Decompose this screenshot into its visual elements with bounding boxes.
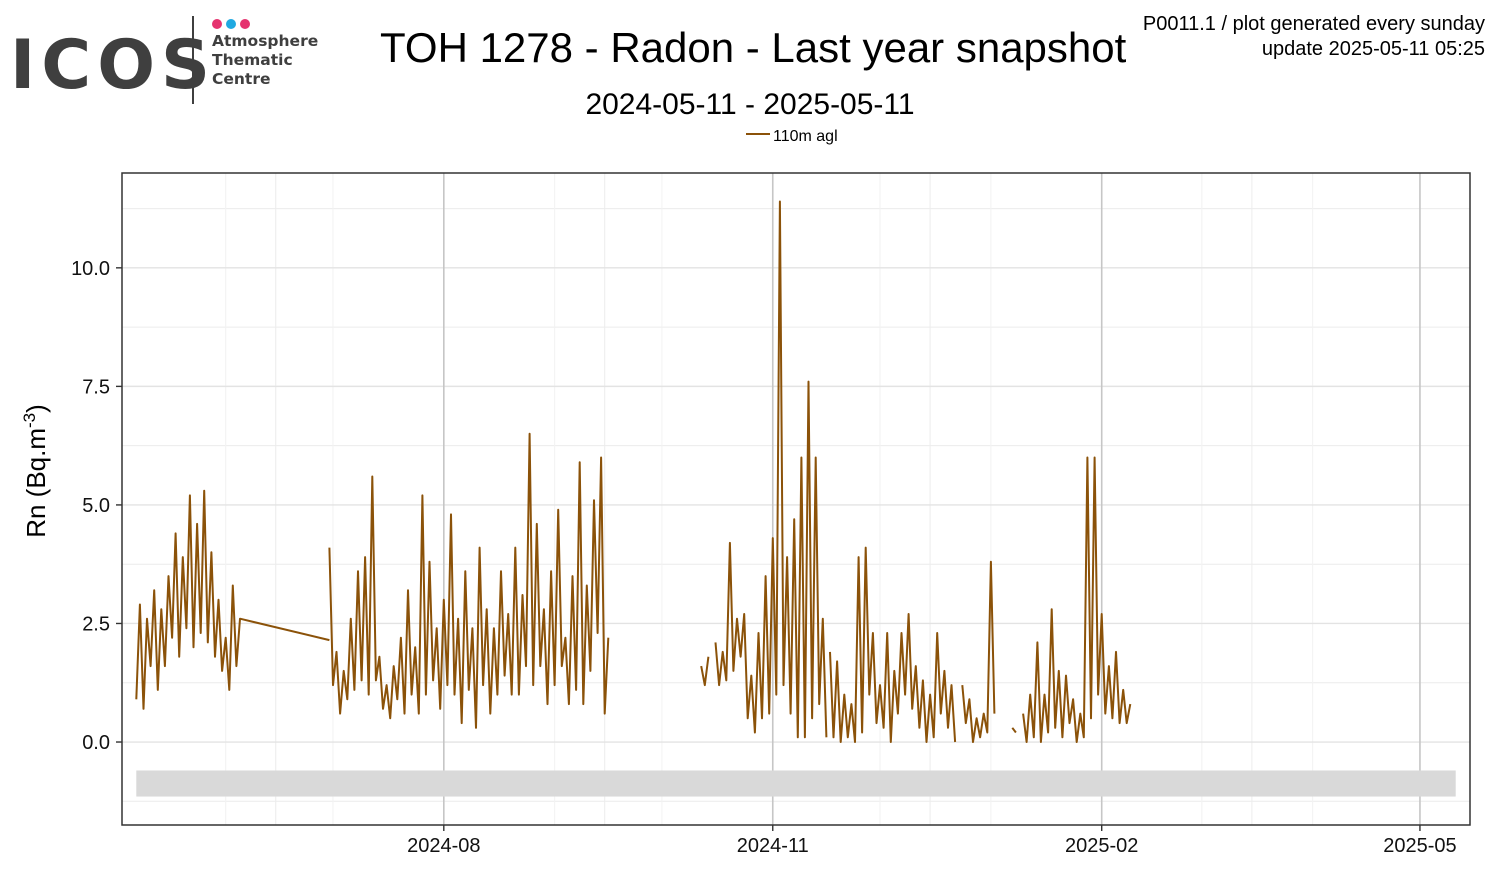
logo-dot	[212, 19, 222, 29]
y-tick-label: 2.5	[82, 613, 110, 635]
y-axis: 0.0 2.5 5.0 7.5 10.0	[71, 258, 122, 754]
series-line	[135, 489, 330, 710]
y-axis-title-main: Rn (Bq.m	[21, 428, 51, 538]
series-group	[135, 200, 1132, 743]
plot-frame	[121, 172, 1471, 826]
y-tick-label: 10.0	[71, 258, 110, 280]
y-tick-label: 0.0	[82, 732, 110, 754]
flag-band	[136, 770, 1456, 797]
logo-dot	[226, 19, 236, 29]
update-timestamp: update 2025-05-11 05:25	[1261, 38, 1485, 60]
y-tick-label: 5.0	[82, 495, 110, 517]
y-axis-title-close: )	[21, 404, 51, 413]
logo-divider	[192, 16, 194, 104]
series-line	[961, 560, 996, 743]
legend-label: 110m agl	[773, 128, 838, 145]
x-tick-label: 2024-08	[407, 835, 480, 857]
logo-line: Atmosphere	[212, 32, 319, 50]
legend: 110m agl	[746, 128, 838, 145]
x-tick-label: 2025-05	[1383, 835, 1456, 857]
logo-dots-icon	[212, 16, 254, 29]
logo-line: Centre	[212, 70, 271, 88]
series-line	[1011, 727, 1017, 734]
logo-line: Thematic	[212, 51, 293, 69]
y-tick-label: 7.5	[82, 376, 110, 398]
plot-generation-note: P0011.1 / plot generated every sunday	[1142, 13, 1485, 35]
series-line	[328, 432, 610, 729]
logo-wordmark: ICOS	[10, 26, 216, 105]
x-axis: 2024-08 2024-11 2025-02 2025-05	[407, 825, 1457, 857]
grid-major	[122, 173, 1470, 825]
grid-minor	[122, 173, 1470, 825]
x-tick-label: 2024-11	[737, 835, 809, 857]
x-tick-label: 2025-02	[1065, 835, 1138, 857]
series-line	[1022, 456, 1132, 743]
icos-logo: ICOS Atmosphere Thematic Centre	[10, 14, 330, 106]
page-title: TOH 1278 - Radon - Last year snapshot	[380, 24, 1127, 71]
series-line	[700, 656, 710, 687]
plot-meta: P0011.1 / plot generated every sunday up…	[1143, 12, 1485, 62]
series-line	[714, 200, 828, 739]
logo-subtitle: Atmosphere Thematic Centre	[212, 32, 318, 89]
logo-dot	[240, 19, 250, 29]
y-axis-title-exponent: -3	[20, 413, 39, 428]
y-axis-title: Rn (Bq.m-3)	[20, 404, 51, 538]
series-line	[829, 546, 957, 743]
date-range-subtitle: 2024-05-11 - 2025-05-11	[585, 88, 915, 121]
